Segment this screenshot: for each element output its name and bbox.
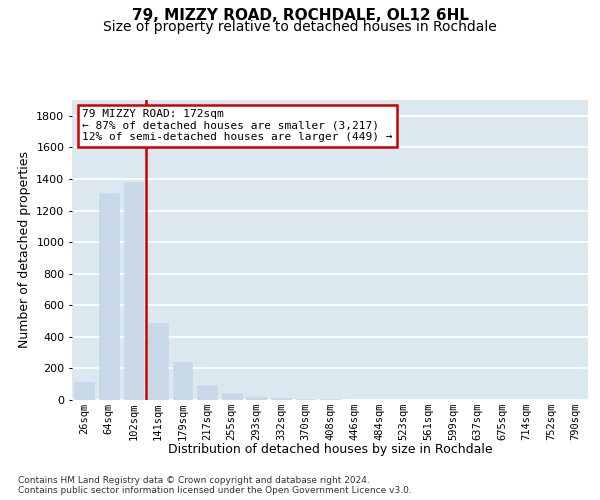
Bar	[74, 382, 94, 400]
Text: 79 MIZZY ROAD: 172sqm
← 87% of detached houses are smaller (3,217)
12% of semi-d: 79 MIZZY ROAD: 172sqm ← 87% of detached …	[82, 109, 393, 142]
Bar	[173, 362, 193, 400]
Bar	[124, 182, 143, 400]
Bar	[148, 324, 168, 400]
Bar	[247, 396, 266, 400]
Text: Contains HM Land Registry data © Crown copyright and database right 2024.
Contai: Contains HM Land Registry data © Crown c…	[18, 476, 412, 495]
Bar	[271, 398, 290, 400]
Bar	[197, 386, 217, 400]
Text: 79, MIZZY ROAD, ROCHDALE, OL12 6HL: 79, MIZZY ROAD, ROCHDALE, OL12 6HL	[131, 8, 469, 22]
Bar	[222, 393, 242, 400]
Text: Distribution of detached houses by size in Rochdale: Distribution of detached houses by size …	[167, 442, 493, 456]
Bar	[99, 194, 119, 400]
Text: Size of property relative to detached houses in Rochdale: Size of property relative to detached ho…	[103, 20, 497, 34]
Y-axis label: Number of detached properties: Number of detached properties	[17, 152, 31, 348]
Bar	[296, 399, 315, 400]
